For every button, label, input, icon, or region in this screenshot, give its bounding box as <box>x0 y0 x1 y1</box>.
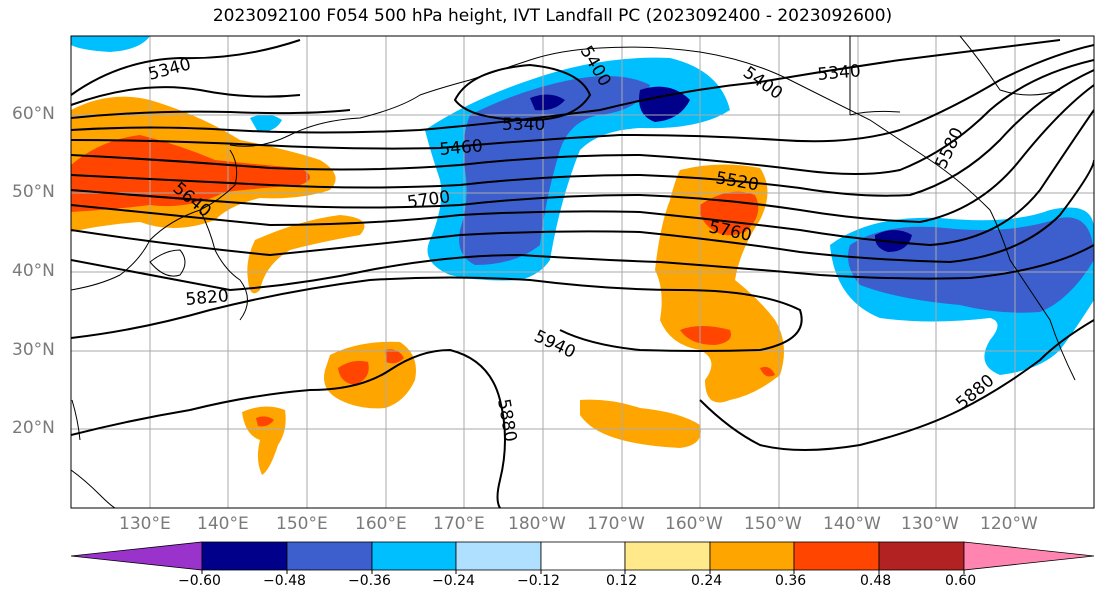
pos-anomaly-subtropical-3 <box>242 406 286 475</box>
colorbar-tick-label: −0.36 <box>348 573 391 589</box>
colorbar-extend-low <box>70 541 203 571</box>
lon-label: 160°W <box>665 514 723 534</box>
contour-label: 5340 <box>817 61 862 85</box>
coastlines <box>71 36 1076 508</box>
colorbar-tick-label: 0.24 <box>691 573 723 589</box>
colorbar-tick-label: 0.36 <box>775 573 807 589</box>
neg-anomaly-alaska-core <box>530 86 690 122</box>
colorbar-tick-label: 0.12 <box>606 573 638 589</box>
pos-anomaly-subtropical-3-core <box>256 416 274 427</box>
colorbar-tick-label: 0.60 <box>945 573 977 589</box>
pos-anomaly-subtropical-2 <box>580 399 701 448</box>
lon-label: 170°E <box>433 514 485 534</box>
contour-label: 5340 <box>502 115 545 135</box>
colorbar-segment <box>371 541 457 571</box>
colorbar-tick-label: −0.48 <box>263 573 306 589</box>
neg-anomaly-kamchatka <box>71 36 282 133</box>
colorbar-segment <box>201 541 288 571</box>
colorbar-segment <box>455 541 542 571</box>
lon-label: 130°W <box>901 514 959 534</box>
colorbar-tick-label: −0.24 <box>432 573 475 589</box>
lon-label: 150°E <box>276 514 328 534</box>
neg-anomaly-alaska-mid <box>459 76 650 265</box>
lat-label-40n: 40°N <box>12 261 55 281</box>
contour-label: 5460 <box>439 136 484 160</box>
colorbar-extend-high <box>963 541 1095 571</box>
lon-label: 160°E <box>355 514 407 534</box>
colorbar-segment <box>540 541 626 571</box>
contour-label: 5820 <box>185 286 230 310</box>
colorbar-segment <box>793 541 880 571</box>
map-title: 2023092100 F054 500 hPa height, IVT Land… <box>212 6 893 26</box>
lon-label: 140°W <box>823 514 881 534</box>
pos-anomaly-nw-pacific <box>247 215 365 294</box>
pos-anomaly-central-pacific-core <box>680 191 775 377</box>
lat-label-60n: 60°N <box>12 104 55 124</box>
colorbar-tick-label: −0.12 <box>517 573 560 589</box>
lon-label: 130°E <box>119 514 171 534</box>
lon-label: 150°W <box>744 514 802 534</box>
lon-label: 180°W <box>508 514 566 534</box>
ivt-fill-layer <box>71 36 1094 475</box>
lat-label-20n: 20°N <box>12 418 55 438</box>
colorbar-tick-label: −0.60 <box>178 573 221 589</box>
colorbar-segment <box>624 541 711 571</box>
colorbar-segment <box>709 541 795 571</box>
lat-label-30n: 30°N <box>12 340 55 360</box>
lat-label-50n: 50°N <box>12 182 55 202</box>
lon-label: 140°E <box>197 514 249 534</box>
colorbar-segment <box>878 541 965 571</box>
lon-label: 120°W <box>980 514 1038 534</box>
colorbar-ticks <box>201 570 965 574</box>
lon-label: 170°W <box>587 514 645 534</box>
colorbar-tick-label: 0.48 <box>860 573 892 589</box>
colorbar-segment <box>286 541 373 571</box>
colorbar <box>70 541 1095 571</box>
pos-anomaly-subtropical-1-core <box>338 349 404 385</box>
height-contours <box>71 39 1094 508</box>
map-frame <box>70 35 1095 509</box>
